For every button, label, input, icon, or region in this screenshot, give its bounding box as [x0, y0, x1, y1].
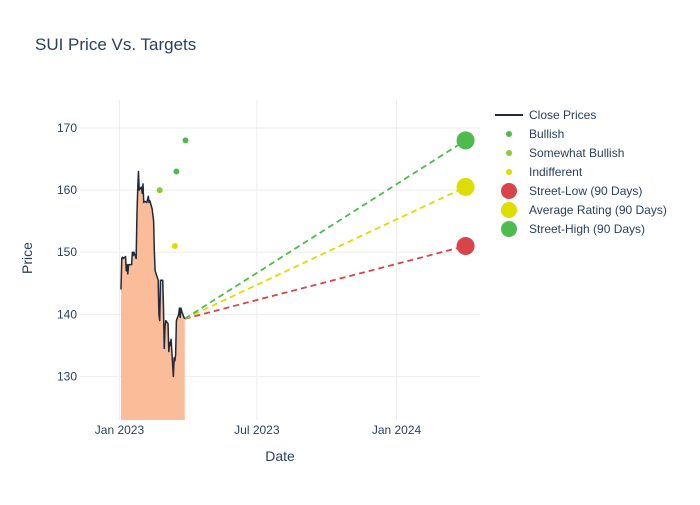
- legend-dot-swatch: [506, 150, 512, 156]
- legend-item[interactable]: Bullish: [506, 127, 564, 141]
- legend-marker-swatch: [501, 183, 517, 199]
- legend-label: Street-High (90 Days): [529, 222, 645, 236]
- x-tick-label: Jul 2023: [234, 423, 280, 437]
- legend-label: Street-Low (90 Days): [529, 184, 642, 198]
- x-tick-label: Jan 2024: [372, 423, 422, 437]
- rating-point: [182, 137, 189, 144]
- target-line: [184, 139, 467, 320]
- legend-label: Average Rating (90 Days): [529, 203, 667, 217]
- x-axis-ticks: Jan 2023 Jul 2023 Jan 2024: [95, 423, 422, 437]
- rating-point: [173, 168, 180, 175]
- y-axis-ticks: 130 140 150 160 170: [57, 121, 77, 384]
- legend-label: Indifferent: [529, 165, 583, 179]
- target-points: [456, 131, 475, 256]
- legend-label: Close Prices: [529, 108, 596, 122]
- x-tick-label: Jan 2023: [95, 423, 145, 437]
- target-lines: [184, 139, 467, 320]
- chart-title: SUI Price Vs. Targets: [35, 35, 196, 54]
- x-axis-title: Date: [265, 448, 295, 464]
- legend-item[interactable]: Street-High (90 Days): [501, 221, 645, 237]
- y-tick-label: 160: [57, 183, 77, 197]
- legend-label: Somewhat Bullish: [529, 146, 624, 160]
- legend-item[interactable]: Somewhat Bullish: [506, 146, 624, 160]
- legend[interactable]: Close Prices Bullish Somewhat Bullish Indif…: [495, 108, 667, 237]
- target-point: [456, 237, 475, 256]
- close-price-area: [120, 171, 185, 420]
- y-tick-label: 140: [57, 307, 77, 321]
- rating-point: [171, 243, 178, 250]
- legend-marker-swatch: [501, 221, 517, 237]
- y-axis-title: Price: [19, 242, 35, 274]
- target-line: [184, 245, 466, 320]
- legend-item[interactable]: Average Rating (90 Days): [501, 202, 667, 218]
- y-tick-label: 170: [57, 121, 77, 135]
- rating-point: [156, 187, 163, 194]
- legend-dot-swatch: [506, 169, 512, 175]
- legend-dot-swatch: [506, 131, 512, 137]
- price-line: [120, 170, 186, 378]
- target-line: [184, 186, 466, 320]
- close-price-line: [120, 170, 186, 378]
- y-tick-label: 130: [57, 370, 77, 384]
- target-point: [456, 177, 475, 196]
- legend-item[interactable]: Close Prices: [495, 108, 596, 122]
- y-tick-label: 150: [57, 245, 77, 259]
- legend-marker-swatch: [501, 202, 517, 218]
- legend-item[interactable]: Indifferent: [506, 165, 583, 179]
- legend-label: Bullish: [529, 127, 564, 141]
- analyst-rating-points: [156, 137, 189, 250]
- legend-item[interactable]: Street-Low (90 Days): [501, 183, 642, 199]
- price-area: [120, 171, 185, 420]
- target-point: [456, 131, 475, 150]
